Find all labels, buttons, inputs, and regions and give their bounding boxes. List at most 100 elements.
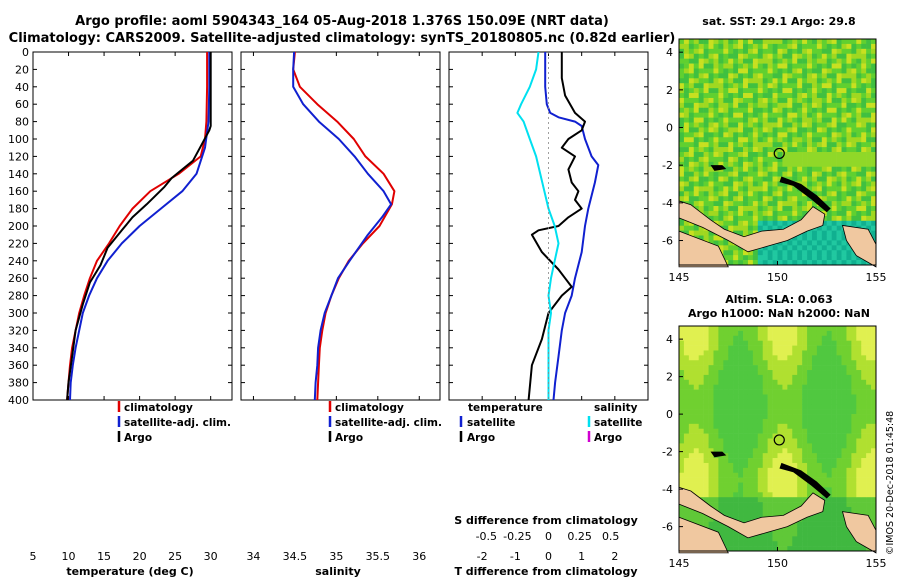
map-x-tick-label: 150 <box>767 271 788 284</box>
x-tick-label: 30 <box>204 550 218 563</box>
map-y-tick-label: -2 <box>662 159 673 172</box>
legend-label-t-argo: Argo <box>467 432 495 444</box>
x-tick-label: 1 <box>578 550 585 563</box>
y-tick-label: 300 <box>8 307 29 320</box>
x-tick-label: 15 <box>97 550 111 563</box>
salinity-xlabel: salinity <box>315 565 361 578</box>
difference-legend-temperature: temperature satellite Argo <box>459 402 543 444</box>
x-tick-label: 10 <box>62 550 76 563</box>
y-tick-label: 120 <box>8 150 29 163</box>
y-tick-label: 400 <box>8 394 29 407</box>
map-y-tick-label: -4 <box>662 197 673 210</box>
legend-title-salinity: salinity <box>594 402 638 414</box>
float-position-marker <box>773 147 785 160</box>
temperature-axes <box>32 51 233 401</box>
temperature-line-satellite-adj-clim- <box>69 52 211 400</box>
s-tick-label: 0 <box>545 530 552 543</box>
y-tick-label: 180 <box>8 203 29 216</box>
legend-label-climatology: climatology <box>335 402 404 414</box>
x-tick-label: 5 <box>30 550 37 563</box>
x-tick-label: 34 <box>246 550 260 563</box>
map-y-tick-label: -6 <box>662 521 673 534</box>
map-y-tick-label: 4 <box>666 333 673 346</box>
x-tick-label: 20 <box>133 550 147 563</box>
temperature-legend: climatology satellite-adj. clim. Argo <box>117 401 231 444</box>
y-tick-label: 80 <box>15 116 29 129</box>
temperature-line-argo <box>66 52 212 400</box>
map-y-tick-label: -2 <box>662 446 673 459</box>
land-new-ireland <box>779 462 831 499</box>
map-y-tick-label: -4 <box>662 483 673 496</box>
land-bougainville <box>841 224 877 268</box>
sla-map: 145 150 155 4 2 0 -2 -4 -6 <box>662 325 887 570</box>
legend-label-s-argo: Argo <box>594 432 622 444</box>
map-y-tick-label: 4 <box>666 46 673 59</box>
y-tick-label: 20 <box>15 63 29 76</box>
temperature-series-group <box>66 52 212 400</box>
timestamp: ©IMOS 20-Dec-2018 01:45:48 <box>885 411 896 555</box>
sst-map-title: sat. SST: 29.1 Argo: 29.8 <box>702 15 855 28</box>
map-x-tick-label: 155 <box>866 271 887 284</box>
y-tick-label: 280 <box>8 290 29 303</box>
salinity-series-group <box>292 52 396 400</box>
legend-label-satellite: satellite-adj. clim. <box>335 417 442 429</box>
s-tick-label: 0.25 <box>567 530 592 543</box>
y-tick-label: 340 <box>8 342 29 355</box>
y-tick-label: 200 <box>8 220 29 233</box>
y-tick-label: 140 <box>8 168 29 181</box>
y-tick-label: 260 <box>8 272 29 285</box>
s-tick-label: -0.25 <box>503 530 531 543</box>
map-x-tick-label: 150 <box>767 557 788 570</box>
land-manus <box>710 451 727 458</box>
x-tick-label: -1 <box>510 550 521 563</box>
legend-label-argo: Argo <box>124 432 152 444</box>
salinity-line-climatology <box>292 52 396 400</box>
difference-series-group <box>516 52 600 400</box>
y-tick-label: 40 <box>15 81 29 94</box>
temperature-xlabel: temperature (deg C) <box>66 565 193 578</box>
y-tick-label: 100 <box>8 133 29 146</box>
s-tick-label: 0.5 <box>602 530 620 543</box>
x-tick-label: 25 <box>168 550 182 563</box>
float-position-marker <box>773 434 785 446</box>
x-tick-label: 34.5 <box>283 550 308 563</box>
land-new-britain <box>678 486 826 539</box>
s-tick-label: -0.5 <box>476 530 497 543</box>
sla-map-subtitle: Argo h1000: NaN h2000: NaN <box>688 307 870 320</box>
map-y-tick-label: 2 <box>666 371 673 384</box>
map-x-tick-label: 155 <box>866 557 887 570</box>
difference-legend-salinity: salinity satellite Argo <box>587 402 642 444</box>
map-y-tick-label: -6 <box>662 235 673 248</box>
title-line2: Climatology: CARS2009. Satellite-adjuste… <box>9 31 676 46</box>
legend-label-t-satellite: satellite <box>467 417 515 429</box>
y-tick-label: 240 <box>8 255 29 268</box>
land-manus <box>710 165 727 171</box>
map-x-tick-label: 145 <box>669 557 690 570</box>
temperature-line-climatology <box>66 52 209 400</box>
legend-label-satellite: satellite-adj. clim. <box>124 417 231 429</box>
x-tick-label: 35 <box>329 550 343 563</box>
x-tick-label: -2 <box>477 550 488 563</box>
salinity-line-satellite-adj-clim- <box>292 52 393 400</box>
legend-title-temperature: temperature <box>468 402 543 414</box>
difference-xlabel: T difference from climatology <box>454 565 637 578</box>
land-bougainville <box>841 511 877 554</box>
salinity-axes <box>240 51 441 401</box>
land-new-ireland <box>779 176 831 213</box>
map-y-tick-label: 2 <box>666 84 673 97</box>
title-line1: Argo profile: aoml 5904343_164 05-Aug-20… <box>75 14 609 29</box>
difference-line-t-argo <box>527 52 586 400</box>
y-tick-label: 160 <box>8 185 29 198</box>
map-x-tick-label: 145 <box>669 271 690 284</box>
salinity-legend: climatology satellite-adj. clim. Argo <box>328 401 442 444</box>
sst-map: 145 150 155 4 2 0 -2 -4 -6 <box>662 38 887 284</box>
map-y-tick-label: 0 <box>666 408 673 421</box>
x-tick-label: 0 <box>545 550 552 563</box>
land-new-britain <box>678 200 826 253</box>
y-tick-label: 60 <box>15 98 29 111</box>
legend-label-climatology: climatology <box>124 402 193 414</box>
x-tick-label: 35.5 <box>366 550 391 563</box>
y-tick-label: 380 <box>8 377 29 390</box>
legend-label-argo: Argo <box>335 432 363 444</box>
x-tick-label: 36 <box>412 550 426 563</box>
